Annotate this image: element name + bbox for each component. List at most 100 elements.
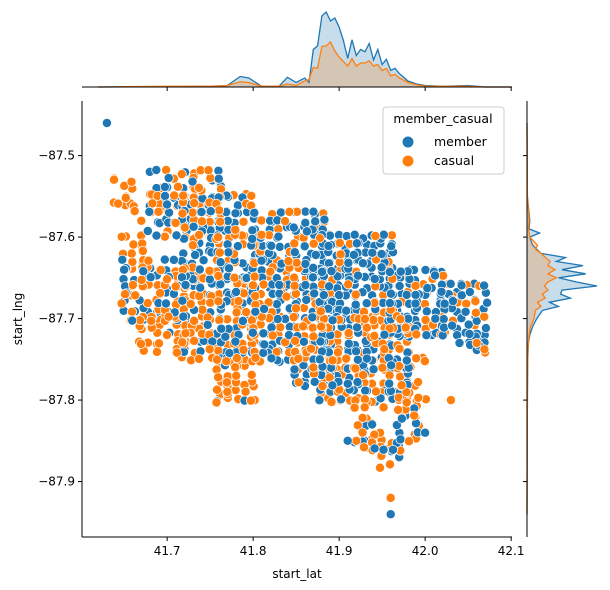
scatter-point-member bbox=[309, 376, 320, 387]
scatter-point-casual bbox=[126, 176, 137, 187]
scatter-point-member bbox=[464, 287, 475, 297]
scatter-point-casual bbox=[349, 402, 360, 413]
scatter-point-casual bbox=[136, 215, 147, 226]
scatter-point-casual bbox=[222, 377, 232, 388]
scatter-point-member bbox=[232, 241, 243, 252]
scatter-point-member bbox=[367, 419, 378, 430]
right-kde-line-casual bbox=[526, 122, 558, 515]
scatter-point-member bbox=[127, 315, 138, 326]
scatter-point-casual bbox=[341, 353, 352, 364]
scatter-point-member bbox=[375, 393, 386, 404]
scatter-point-casual bbox=[231, 307, 242, 318]
scatter-point-member bbox=[327, 315, 338, 326]
scatter-point-casual bbox=[204, 265, 215, 276]
scatter-point-member bbox=[198, 255, 209, 266]
scatter-point-member bbox=[247, 327, 258, 338]
scatter-point-casual bbox=[400, 322, 411, 333]
scatter-point-member bbox=[454, 338, 465, 348]
scatter-point-member bbox=[314, 354, 325, 365]
scatter-point-member bbox=[162, 199, 173, 210]
scatter-point-casual bbox=[289, 238, 300, 249]
scatter-point-casual bbox=[352, 420, 363, 431]
scatter-point-member bbox=[410, 298, 421, 309]
y-tick-label: −87.5 bbox=[38, 149, 75, 163]
scatter-point-member bbox=[195, 282, 206, 293]
scatter-point-casual bbox=[404, 436, 414, 447]
scatter-point-member bbox=[301, 294, 312, 305]
scatter-point-casual bbox=[413, 392, 424, 403]
scatter-point-member bbox=[259, 304, 270, 314]
y-tick-label: −87.6 bbox=[38, 230, 75, 244]
scatter-point-casual bbox=[358, 370, 369, 380]
scatter-point-casual bbox=[136, 339, 146, 349]
scatter-point-casual bbox=[256, 229, 267, 240]
scatter-point-casual bbox=[351, 435, 362, 446]
scatter-point-casual bbox=[308, 362, 319, 373]
scatter-point-member bbox=[307, 312, 318, 323]
scatter-point-casual bbox=[127, 280, 138, 290]
scatter-point-casual bbox=[128, 239, 139, 250]
scatter-point-member bbox=[401, 355, 412, 366]
scatter-point-casual bbox=[370, 231, 381, 241]
scatter-point-member bbox=[190, 250, 201, 260]
scatter-point-member bbox=[369, 274, 380, 284]
scatter-point-casual bbox=[267, 330, 278, 341]
scatter-point-casual bbox=[298, 321, 309, 332]
scatter-point-member bbox=[410, 290, 421, 300]
top-marginal-kde bbox=[82, 10, 512, 91]
scatter-point-casual bbox=[308, 238, 319, 249]
scatter-point-member bbox=[386, 360, 397, 371]
scatter-point-member bbox=[480, 323, 491, 334]
scatter-point-casual bbox=[343, 279, 354, 290]
scatter-point-casual bbox=[326, 397, 337, 407]
scatter-point-member bbox=[138, 266, 149, 277]
scatter-point-casual bbox=[411, 329, 422, 340]
scatter-point-casual bbox=[335, 249, 346, 260]
scatter-point-casual bbox=[155, 265, 166, 275]
scatter-point-member bbox=[352, 322, 363, 333]
scatter-point-casual bbox=[213, 270, 224, 281]
scatter-point-casual bbox=[203, 165, 214, 176]
y-axis-ticks: −87.5 −87.6 −87.7 −87.8 −87.9 bbox=[38, 149, 82, 489]
scatter-plot-area bbox=[101, 118, 493, 520]
scatter-point-member bbox=[357, 258, 368, 269]
scatter-point-casual bbox=[445, 395, 456, 406]
scatter-point-casual bbox=[215, 216, 226, 227]
scatter-point-casual bbox=[291, 257, 302, 268]
scatter-point-member bbox=[308, 206, 319, 217]
scatter-point-member bbox=[463, 319, 474, 330]
scatter-point-casual bbox=[409, 410, 420, 421]
scatter-point-casual bbox=[284, 206, 295, 217]
scatter-point-casual bbox=[394, 343, 405, 354]
legend-marker-member bbox=[402, 136, 414, 148]
scatter-point-casual bbox=[213, 232, 224, 243]
scatter-point-member bbox=[224, 263, 234, 274]
scatter-point-casual bbox=[288, 312, 299, 323]
scatter-point-casual bbox=[250, 291, 261, 301]
scatter-point-casual bbox=[221, 356, 232, 367]
scatter-point-casual bbox=[194, 230, 205, 240]
legend-marker-casual bbox=[402, 155, 414, 167]
scatter-point-casual bbox=[120, 289, 130, 300]
scatter-point-member bbox=[266, 353, 277, 364]
scatter-point-casual bbox=[250, 352, 261, 363]
scatter-point-member bbox=[271, 299, 282, 310]
scatter-point-member bbox=[376, 262, 387, 273]
scatter-point-casual bbox=[371, 386, 381, 397]
scatter-point-casual bbox=[230, 224, 241, 235]
scatter-point-casual bbox=[334, 238, 345, 248]
scatter-point-casual bbox=[176, 169, 187, 180]
scatter-point-casual bbox=[479, 311, 490, 322]
scatter-point-casual bbox=[361, 322, 372, 333]
scatter-point-casual bbox=[293, 377, 304, 388]
scatter-point-member bbox=[447, 320, 458, 331]
scatter-point-member bbox=[259, 339, 270, 350]
scatter-point-member bbox=[317, 266, 327, 277]
scatter-point-casual bbox=[233, 296, 244, 307]
scatter-point-casual bbox=[315, 306, 326, 317]
y-tick-label: −87.7 bbox=[38, 312, 75, 326]
scatter-point-casual bbox=[205, 297, 216, 308]
scatter-point-member bbox=[301, 226, 312, 237]
scatter-point-member bbox=[368, 364, 379, 375]
scatter-point-member bbox=[142, 226, 153, 236]
